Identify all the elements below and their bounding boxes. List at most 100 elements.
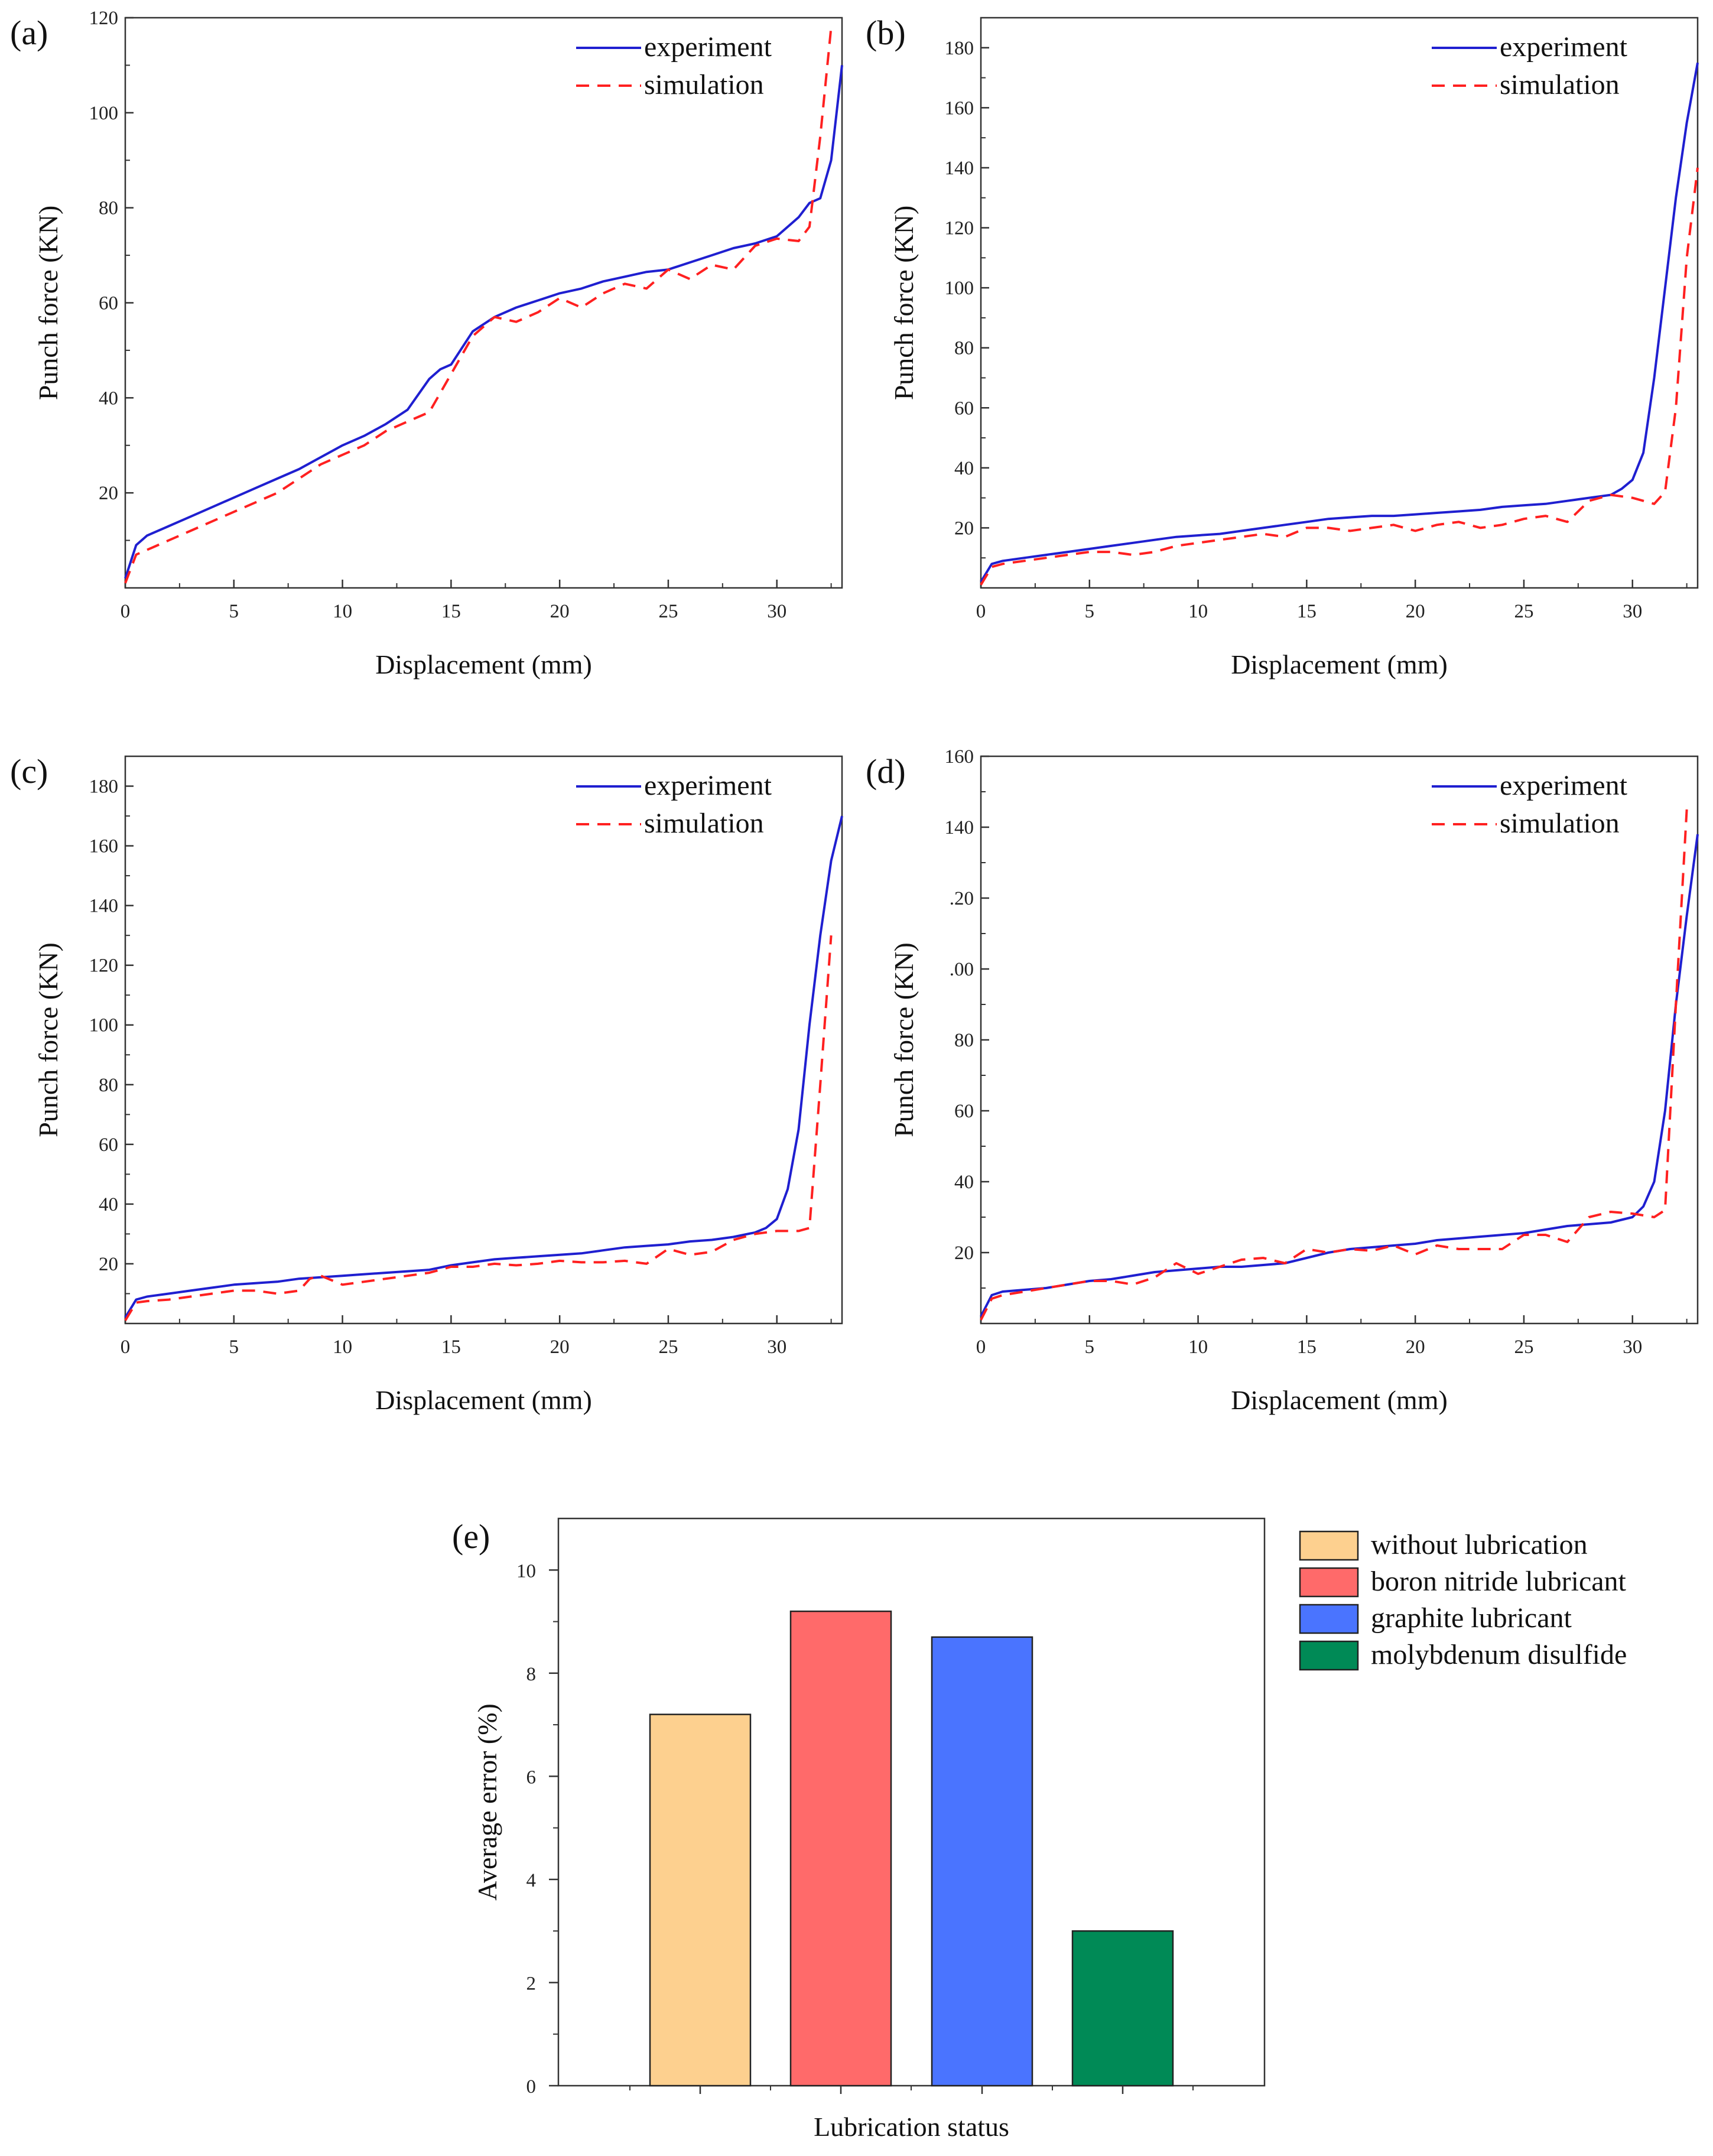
x-tick-label: 25 (1514, 601, 1533, 622)
x-tick-label: 25 (1514, 1336, 1533, 1358)
legend-label-0: without lubrication (1371, 1529, 1588, 1560)
y-tick-label: 120 (945, 218, 974, 239)
x-tick-label: 5 (229, 1336, 239, 1358)
y-tick-label: 6 (526, 1767, 537, 1788)
y-tick-label: .00 (950, 959, 974, 980)
panel-label: (d) (866, 752, 906, 791)
plot-frame (124, 17, 843, 589)
bar-1 (789, 1610, 892, 2087)
y-tick-label: 160 (945, 746, 974, 768)
x-tick-label: 30 (767, 1336, 786, 1358)
y-tick-label: 80 (99, 198, 118, 219)
legend-label-experiment: experiment (644, 770, 772, 801)
y-tick-label: .20 (950, 888, 974, 909)
y-tick-label: 120 (89, 8, 119, 29)
y-axis-title: Average error (%) (472, 1703, 502, 1901)
bar-2 (931, 1636, 1033, 2087)
y-tick-label: 40 (99, 388, 118, 409)
y-tick-label: 140 (945, 158, 974, 179)
legend-label-experiment: experiment (644, 31, 772, 63)
y-tick-label: 40 (954, 1172, 974, 1193)
y-tick-label: 40 (954, 458, 974, 479)
y-tick-label: 8 (526, 1664, 537, 1685)
series-line-experiment (980, 834, 1699, 1317)
panel-label: (c) (10, 752, 48, 791)
y-tick-label: 140 (89, 896, 119, 917)
plot-frame (980, 17, 1699, 589)
series-line-simulation (980, 167, 1699, 586)
y-tick-label: 60 (99, 293, 118, 314)
bar-0 (649, 1713, 752, 2087)
series-line-simulation (980, 809, 1688, 1321)
y-tick-label: 60 (954, 398, 974, 419)
x-tick-label: 25 (658, 1336, 678, 1358)
x-tick-label: 20 (1406, 1336, 1425, 1358)
y-tick-label: 100 (945, 278, 974, 299)
x-axis-title: Lubrication status (814, 2112, 1009, 2142)
x-tick-label: 0 (121, 601, 131, 622)
y-tick-label: 80 (954, 1030, 974, 1051)
x-tick-label: 10 (333, 601, 352, 622)
series-line-simulation (124, 935, 833, 1321)
y-tick-label: 4 (526, 1870, 537, 1891)
y-tick-label: 140 (945, 817, 974, 838)
y-tick-label: 2 (526, 1973, 537, 1994)
y-tick-label: 100 (89, 103, 119, 124)
y-axis-title: Punch force (KN) (33, 942, 63, 1137)
panel-a: 0 5 10 15 20 25 30 20 40 60 80 100 120 Displacement (… (10, 8, 843, 679)
legend-label-simulation: simulation (1500, 69, 1620, 100)
y-tick-label: 180 (945, 38, 974, 59)
panel-label: (a) (10, 14, 48, 52)
x-tick-label: 20 (550, 1336, 570, 1358)
y-tick-label: 120 (89, 955, 119, 977)
x-tick-label: 30 (1623, 1336, 1642, 1358)
x-tick-label: 10 (333, 1336, 352, 1358)
x-tick-label: 0 (976, 601, 986, 622)
series-line-simulation (124, 27, 833, 584)
x-tick-label: 10 (1188, 1336, 1208, 1358)
legend-label-simulation: simulation (644, 69, 764, 100)
y-axis-title: Punch force (KN) (33, 206, 63, 401)
x-tick-label: 0 (976, 1336, 986, 1358)
panel-c: 0 5 10 15 20 25 30 20 40 60 80 100 120 140 160 180 Displ… (10, 752, 843, 1415)
panel-label: (e) (452, 1517, 490, 1556)
y-tick-label: 60 (954, 1101, 974, 1122)
x-tick-label: 15 (1297, 1336, 1317, 1358)
bar-3 (1071, 1930, 1174, 2087)
series-line-experiment (124, 815, 843, 1318)
legend-swatch-1 (1299, 1567, 1359, 1598)
y-tick-label: 60 (99, 1134, 118, 1156)
x-tick-label: 20 (550, 601, 570, 622)
legend-label-3: molybdenum disulfide (1371, 1639, 1627, 1670)
panel-b: 0 5 10 15 20 25 30 20 40 60 80 100 120 140 160 180 Displ… (866, 14, 1699, 679)
legend-label-experiment: experiment (1500, 770, 1628, 801)
x-tick-label: 0 (121, 1336, 131, 1358)
plot-frame (980, 755, 1699, 1325)
y-axis-title: Punch force (KN) (889, 206, 919, 401)
y-tick-label: 80 (954, 338, 974, 359)
legend-label-simulation: simulation (1500, 808, 1620, 839)
plot-frame (124, 755, 843, 1325)
legend-label-2: graphite lubricant (1371, 1602, 1572, 1634)
x-tick-label: 30 (767, 601, 786, 622)
y-tick-label: 160 (89, 836, 119, 857)
x-axis-title: Displacement (mm) (375, 649, 592, 679)
panel-label: (b) (866, 14, 906, 52)
series-line-experiment (980, 62, 1699, 583)
x-tick-label: 5 (1085, 601, 1095, 622)
y-tick-label: 20 (99, 1254, 118, 1275)
y-tick-label: 10 (516, 1560, 536, 1582)
x-tick-label: 5 (1085, 1336, 1095, 1358)
y-tick-label: 40 (99, 1194, 118, 1215)
x-tick-label: 10 (1188, 601, 1208, 622)
legend-label-1: boron nitride lubricant (1371, 1566, 1627, 1597)
y-tick-label: 20 (954, 1243, 974, 1264)
legend-label-experiment: experiment (1500, 31, 1628, 63)
y-tick-label: 100 (89, 1015, 119, 1036)
x-tick-label: 20 (1406, 601, 1425, 622)
y-axis-title: Punch force (KN) (889, 942, 919, 1137)
x-axis-title: Displacement (mm) (1231, 1385, 1448, 1415)
x-tick-label: 25 (658, 601, 678, 622)
panel-d: 0 5 10 15 20 25 30 20 40 60 80 .00 .20 140 160 Displace… (866, 746, 1699, 1415)
